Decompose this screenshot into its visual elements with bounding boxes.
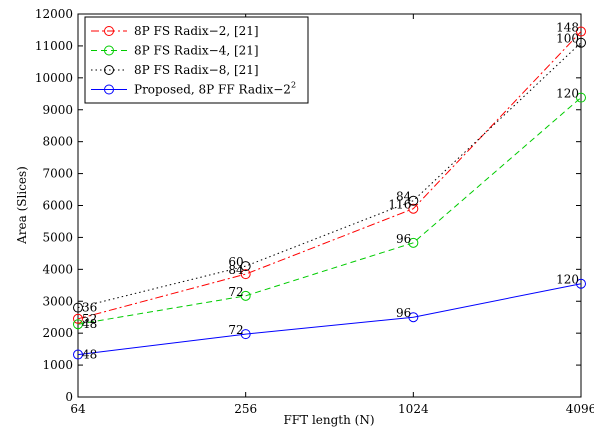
series-2-point	[240, 261, 251, 272]
series-3-point-label: 96	[396, 306, 411, 320]
legend: 8P FS Radix−2, [21] 8P FS Radix−4, [21] 8P…	[84, 16, 309, 104]
y-tick-label: 8000	[42, 135, 73, 149]
x-axis-title: FFT length (N)	[283, 413, 374, 427]
y-tick-label: 0	[65, 390, 73, 404]
series-3-point	[408, 312, 419, 323]
series-line-1	[77, 97, 582, 325]
series-3-point	[240, 329, 251, 340]
series-1-point-label: 120	[556, 87, 579, 101]
series-markers	[73, 26, 586, 360]
legend-box	[84, 16, 309, 104]
series-line-0	[77, 31, 582, 320]
y-tick-label: 4000	[42, 262, 73, 276]
series-1-point	[576, 92, 586, 103]
series-2-point-label: 100	[556, 32, 579, 46]
y-tick-label: 6000	[42, 199, 73, 213]
legend-label-2: 8P FS Radix−8, [21]	[134, 63, 259, 77]
series-0-point	[240, 269, 251, 280]
y-tick-label: 11000	[35, 39, 73, 53]
series-2-point-label: 60	[228, 255, 243, 269]
series-0-point-label: 116	[388, 198, 411, 212]
series-3-point	[73, 349, 83, 360]
legend-marker-2	[104, 65, 114, 75]
y-tick-label: 2000	[42, 326, 73, 340]
series-2-point	[73, 302, 83, 313]
series-3-point-label: 48	[82, 348, 97, 362]
series-1-point-label: 48	[82, 317, 97, 331]
series-0-point	[408, 203, 419, 214]
x-tick-label: 256	[234, 402, 257, 416]
series-0-point-label: 84	[228, 263, 244, 277]
series-1-point	[408, 237, 419, 248]
series-2-point-label: 84	[396, 190, 412, 204]
legend-label-0: 8P FS Radix−2, [21]	[134, 24, 259, 38]
legend-marker-3	[104, 84, 114, 95]
legend-superscript: 2	[291, 81, 296, 90]
series-line-3	[77, 283, 582, 356]
series-0-point	[576, 26, 586, 37]
series-2-point-label: 36	[82, 301, 97, 315]
y-tick-label: 5000	[42, 230, 73, 244]
series-1-point	[73, 319, 83, 330]
series-3-point-label: 72	[228, 323, 243, 337]
series-2-point	[576, 37, 586, 48]
legend-marker-0	[104, 26, 114, 36]
series-0-point	[73, 313, 83, 324]
y-tick-label: 10000	[35, 71, 73, 85]
series-2-point	[408, 195, 419, 206]
x-tick-label: 4096	[566, 402, 594, 416]
series-1-point	[240, 290, 251, 301]
y-tick-label: 1000	[42, 358, 73, 372]
series-1-point-label: 96	[396, 232, 411, 246]
y-tick-label: 12000	[35, 7, 73, 21]
legend-marker-1	[104, 45, 114, 56]
series-3-point-label: 120	[556, 273, 579, 287]
series-line-2	[77, 42, 582, 309]
axis-ticks	[77, 13, 582, 398]
x-tick-label: 1024	[398, 402, 429, 416]
series-lines	[77, 31, 582, 356]
series-0-point-label: 148	[556, 21, 579, 35]
tick-labels: 0 1000 2000 3000 4000 5000 6000 7000 8000 9000 100…	[35, 7, 594, 416]
series-0-point-label: 52	[82, 312, 97, 326]
series-1-point-label: 72	[228, 285, 243, 299]
y-tick-label: 3000	[42, 294, 73, 308]
series-3-point	[576, 278, 586, 289]
legend-label-1: 8P FS Radix−4, [21]	[134, 44, 259, 58]
x-tick-label: 64	[70, 402, 86, 416]
y-tick-label: 7000	[42, 167, 73, 181]
legend-label-3: Proposed, 8P FF Radix−22	[134, 81, 296, 97]
y-axis-title: Area (Slices)	[15, 166, 29, 245]
y-tick-label: 9000	[42, 103, 73, 117]
